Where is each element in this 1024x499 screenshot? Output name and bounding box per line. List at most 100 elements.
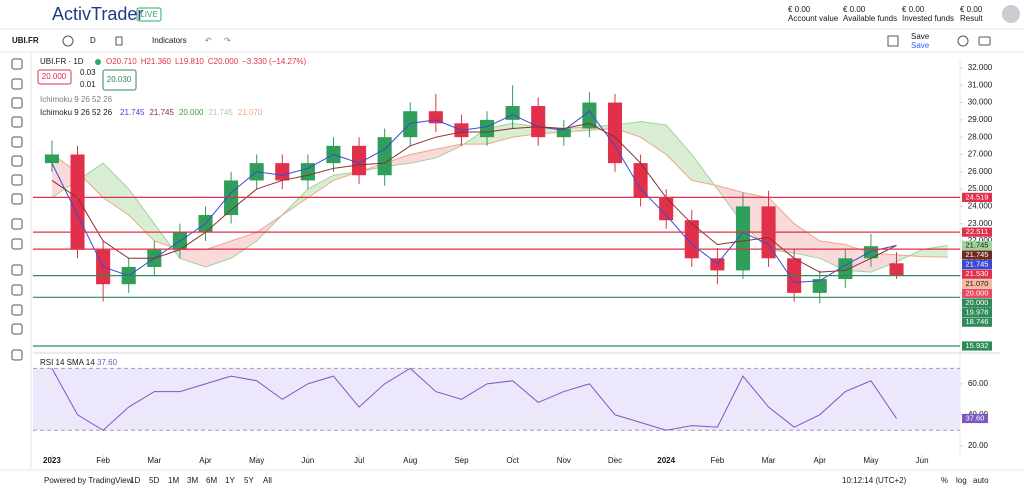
cloud-segment [77, 163, 104, 198]
settings[interactable] [957, 35, 969, 47]
tool-icon[interactable] [11, 78, 23, 90]
y-tick-label: 22.000 [968, 236, 993, 245]
cloud-segment [922, 245, 948, 258]
x-tick-label: Feb [710, 456, 724, 465]
price-label-box [962, 288, 992, 299]
ohlc: L19.810 [175, 57, 204, 66]
indicator-value: 21.070 [238, 108, 263, 117]
x-tick-label: Apr [199, 456, 212, 465]
price-label: 15.932 [966, 341, 989, 350]
tool-icon[interactable] [11, 116, 23, 128]
price-label: 21.745 [966, 260, 989, 269]
price-label-box [962, 260, 992, 270]
chart-style[interactable] [115, 36, 123, 46]
tool-icon[interactable] [11, 155, 23, 167]
range-button[interactable]: 5Y [244, 476, 254, 485]
x-tick-label: Aug [403, 456, 417, 465]
buy-box[interactable] [102, 69, 137, 91]
range-button[interactable]: 1D [130, 476, 140, 485]
screenshot[interactable] [978, 36, 991, 46]
tool-icon[interactable] [11, 284, 23, 296]
symbol[interactable]: UBI.FR [12, 36, 39, 45]
price-label-box [962, 317, 992, 327]
price-label-box [962, 279, 992, 289]
range-button[interactable]: 6M [206, 476, 217, 485]
price-label-box [962, 308, 992, 318]
x-tick-label: Jun [301, 456, 314, 465]
candle-body [607, 102, 623, 164]
x-tick-label: Nov [557, 456, 571, 465]
y-tick-label: 30.000 [968, 98, 993, 107]
tool-icon[interactable] [11, 218, 23, 230]
range-button[interactable]: 1Y [225, 476, 235, 485]
tool-icon[interactable] [11, 323, 23, 335]
price-label: 21.530 [966, 269, 989, 278]
cloud-segment [307, 175, 334, 198]
candle-body [377, 137, 392, 176]
indicator-value: 21.745 [149, 108, 174, 117]
indicator-value: 20.000 [179, 108, 204, 117]
y-tick-label: 25.000 [968, 184, 993, 193]
price-label-box [962, 240, 992, 251]
powered: Powered by TradingView [44, 476, 133, 485]
ohlc: H21.360 [141, 57, 172, 66]
price-label: 21.745 [966, 240, 989, 249]
sell-box[interactable] [37, 69, 72, 85]
ohlc: O20.710 [106, 57, 137, 66]
range-button[interactable]: 1M [168, 476, 179, 485]
x-tick-label: May [863, 456, 878, 465]
logo: ActivTrader [52, 4, 143, 24]
candle-body [582, 102, 597, 129]
x-tick-label: Apr [814, 456, 827, 465]
tool-icon[interactable] [11, 238, 23, 250]
span-a [51, 121, 948, 273]
price-label-box [962, 269, 992, 279]
tool-icon[interactable] [11, 304, 23, 316]
range-button[interactable]: 5D [149, 476, 159, 485]
range-button[interactable]: All [263, 476, 272, 485]
badge: LIVE [140, 10, 157, 19]
cloud-segment [103, 163, 129, 216]
redo[interactable]: ↷ [224, 36, 231, 45]
price-label: 24.519 [966, 192, 989, 201]
add-symbol[interactable] [62, 35, 74, 47]
undo[interactable]: ↶ [205, 36, 212, 45]
candle-body [403, 111, 418, 138]
buy-price[interactable]: 20.030 [107, 75, 132, 84]
stat-value: € 0.00 [902, 5, 925, 14]
scale-option[interactable]: % [941, 476, 948, 485]
sell-price[interactable]: 20.000 [42, 72, 67, 81]
x-tick-label: Sep [454, 456, 469, 465]
status-dot [95, 59, 101, 65]
save[interactable]: Save [911, 32, 930, 41]
save-sub[interactable]: Save [911, 41, 930, 50]
scale-option[interactable]: auto [973, 476, 989, 485]
tool-column [11, 58, 23, 361]
cloud-segment [794, 223, 820, 259]
avatar[interactable] [1002, 5, 1020, 23]
tool-icon[interactable] [11, 58, 23, 70]
tool-icon[interactable] [11, 264, 23, 276]
tool-icon[interactable] [11, 349, 23, 361]
checkbox[interactable] [887, 35, 899, 47]
range-button[interactable]: 3M [187, 476, 198, 485]
tool-icon[interactable] [11, 174, 23, 186]
ohlc: C20.000 [208, 57, 239, 66]
tool-icon[interactable] [11, 97, 23, 109]
stat-value: € 0.00 [788, 5, 811, 14]
y-tick-label: 27.000 [968, 150, 993, 159]
candle-body [863, 246, 878, 259]
interval[interactable]: D [90, 36, 96, 45]
spread: 0.03 [80, 68, 96, 77]
tool-icon[interactable] [11, 193, 23, 205]
price-label-box [962, 298, 992, 308]
tool-icon[interactable] [11, 136, 23, 148]
candle-body [352, 145, 367, 176]
scale-option[interactable]: log [956, 476, 967, 485]
indicators[interactable]: Indicators [152, 36, 187, 45]
rsi-line [51, 367, 897, 431]
y-tick-label: 24.000 [968, 201, 993, 210]
stat-label: Account value [788, 14, 839, 23]
price-label: 19.978 [966, 308, 989, 317]
price-label: 18.746 [966, 317, 989, 326]
